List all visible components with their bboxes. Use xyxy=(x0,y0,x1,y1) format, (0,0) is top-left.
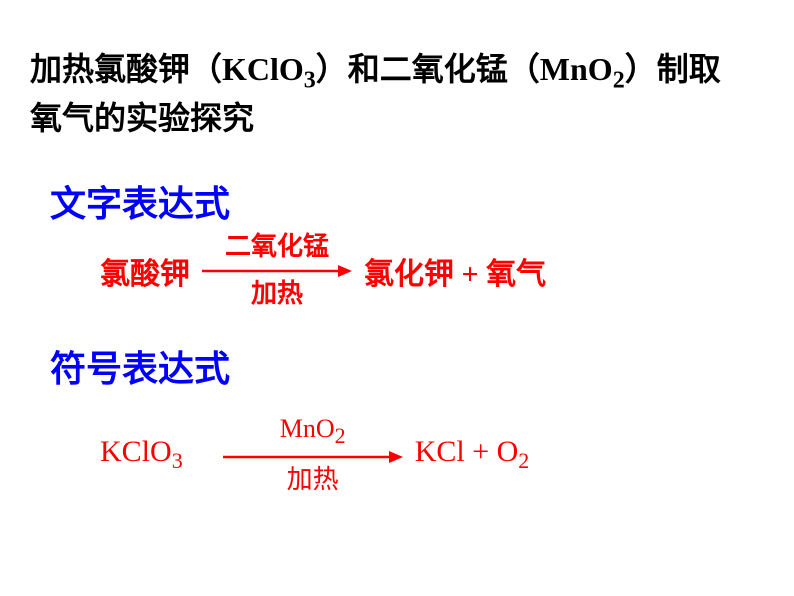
symbol-equation: KClO3 MnO2 加热 KCl + O2 xyxy=(100,415,529,495)
section-heading-word: 文字表达式 xyxy=(50,175,230,227)
eq2-arrow-icon xyxy=(223,450,403,464)
eq2-product-a: KCl + O xyxy=(415,435,519,468)
title-prefix: 加热氯酸钾（KClO xyxy=(30,51,304,87)
eq1-reactant: 氯酸钾 xyxy=(100,249,190,293)
eq2-catalyst-sub: 2 xyxy=(335,423,346,448)
eq1-catalyst: 二氧化锰 xyxy=(225,233,329,262)
eq2-catalyst: MnO2 xyxy=(280,415,346,448)
title-sub1: 3 xyxy=(304,67,316,93)
title-mid: ）和二氧化锰（MnO xyxy=(316,51,613,87)
eq2-product: KCl + O2 xyxy=(415,435,530,474)
eq1-arrow-icon xyxy=(202,264,352,278)
eq2-reactant-sub: 3 xyxy=(172,448,183,473)
eq1-product: 氯化钾 + 氧气 xyxy=(364,249,546,293)
eq2-condition: 加热 xyxy=(287,466,339,495)
eq1-arrow-block: 二氧化锰 加热 xyxy=(202,233,352,308)
eq2-arrow-block: MnO2 加热 xyxy=(223,415,403,495)
title-sub2: 2 xyxy=(613,67,625,93)
section-heading-symbol: 符号表达式 xyxy=(50,340,230,392)
word-equation: 氯酸钾 二氧化锰 加热 氯化钾 + 氧气 xyxy=(100,233,546,308)
eq2-reactant: KClO3 xyxy=(100,435,183,474)
eq2-reactant-a: KClO xyxy=(100,435,172,468)
page-title: 加热氯酸钾（KClO3）和二氧化锰（MnO2）制取氧气的实验探究 xyxy=(30,48,730,140)
eq2-product-sub: 2 xyxy=(518,448,529,473)
eq2-catalyst-a: MnO xyxy=(280,414,335,443)
eq1-condition: 加热 xyxy=(251,280,303,309)
